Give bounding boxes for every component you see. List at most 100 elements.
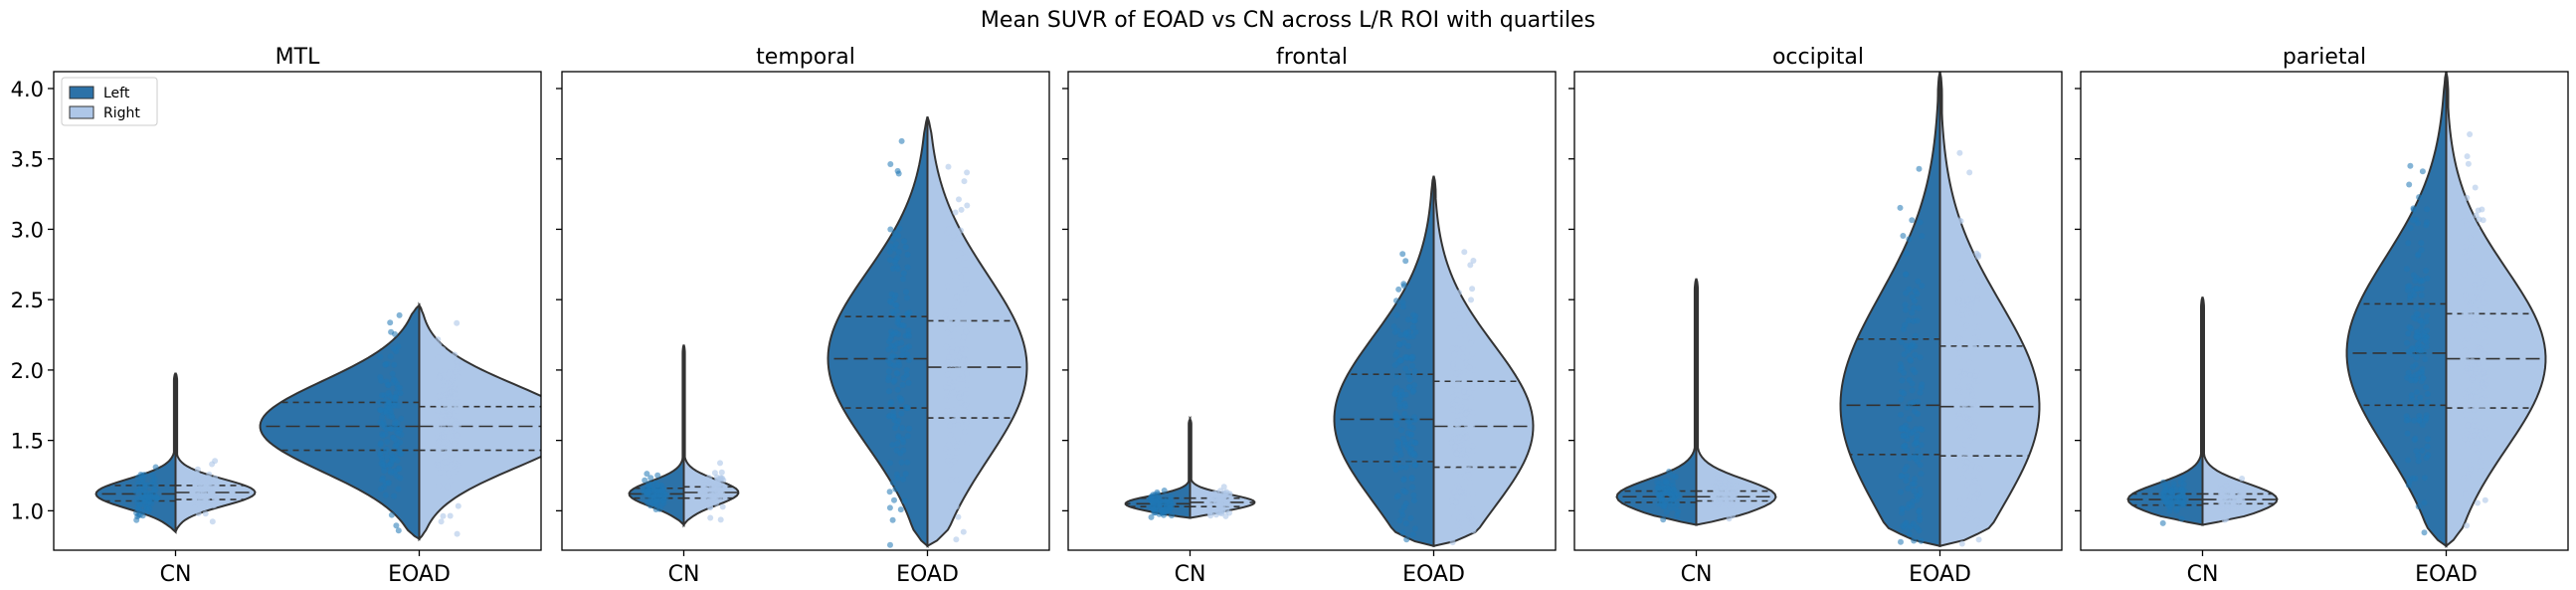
legend-label-right: Right: [103, 105, 140, 121]
data-point: [1409, 484, 1416, 491]
data-point: [904, 310, 911, 316]
data-point: [1449, 406, 1456, 413]
data-point: [392, 330, 398, 337]
data-point: [1458, 456, 1465, 463]
data-point: [1451, 514, 1457, 521]
data-point: [1222, 512, 1229, 519]
data-point: [1915, 278, 1922, 285]
data-point: [886, 489, 893, 495]
data-point: [1971, 478, 1978, 485]
data-point: [1164, 498, 1171, 505]
data-point: [1409, 388, 1416, 395]
data-point: [958, 206, 965, 213]
data-point: [953, 358, 960, 365]
data-point: [1914, 432, 1921, 439]
data-point: [2482, 272, 2488, 279]
data-point: [1407, 514, 1414, 521]
data-point: [1916, 507, 1923, 514]
data-point: [2418, 247, 2425, 254]
data-point: [210, 499, 217, 506]
data-point: [1907, 455, 1913, 462]
data-point: [892, 425, 899, 432]
data-point: [1909, 217, 1916, 224]
data-point: [2413, 310, 2420, 317]
data-point: [1456, 434, 1463, 441]
data-point: [1405, 384, 1412, 391]
data-point: [438, 371, 445, 378]
data-point: [1466, 364, 1473, 371]
data-point: [1216, 503, 1223, 510]
data-point: [2178, 515, 2185, 522]
data-point: [446, 450, 453, 457]
data-point: [1461, 399, 1468, 406]
data-point: [653, 497, 660, 504]
data-point: [1956, 280, 1963, 287]
data-point: [2483, 284, 2489, 291]
data-point: [1903, 306, 1910, 313]
data-point: [387, 353, 394, 360]
data-point: [886, 460, 893, 467]
data-point: [943, 384, 950, 391]
data-point: [1654, 479, 1661, 486]
data-point: [1663, 508, 1670, 515]
data-point: [2461, 390, 2468, 397]
data-point: [451, 490, 458, 496]
data-point: [2179, 489, 2186, 495]
data-point: [1912, 408, 1919, 415]
data-point: [1468, 519, 1475, 526]
data-point: [378, 392, 385, 399]
data-point: [1148, 513, 1155, 520]
data-point: [2470, 265, 2477, 272]
x-tick-label: EOAD: [388, 562, 451, 587]
strip-points-left-EOAD: [1897, 165, 1926, 545]
data-point: [944, 283, 951, 290]
data-point: [377, 486, 384, 492]
data-point: [953, 294, 960, 300]
data-point: [1393, 438, 1400, 445]
data-point: [381, 468, 388, 475]
data-point: [1449, 467, 1456, 474]
data-point: [707, 504, 713, 510]
data-point: [195, 509, 202, 516]
data-point: [656, 492, 663, 498]
data-point: [438, 414, 445, 421]
data-point: [2483, 319, 2489, 326]
x-tick-label: CN: [160, 562, 192, 587]
strip-points-right-EOAD: [942, 163, 971, 543]
data-point: [440, 512, 447, 519]
data-point: [952, 209, 959, 216]
data-point: [889, 516, 896, 523]
data-point: [1973, 297, 1980, 304]
data-point: [1404, 342, 1411, 349]
data-point: [448, 388, 455, 395]
data-point: [2418, 286, 2425, 293]
data-point: [451, 428, 458, 435]
data-point: [953, 536, 960, 543]
data-point: [1392, 467, 1399, 473]
data-point: [2465, 258, 2472, 265]
data-point: [2413, 448, 2420, 455]
data-point: [1973, 368, 1980, 375]
data-point: [2471, 432, 2478, 439]
data-point: [2403, 417, 2410, 424]
data-point: [1399, 511, 1406, 518]
data-point: [2421, 529, 2428, 536]
data-point: [2414, 286, 2421, 293]
data-point: [1972, 266, 1979, 273]
data-point: [2481, 299, 2487, 306]
data-point: [949, 338, 956, 345]
data-point: [887, 257, 893, 264]
data-point: [1907, 400, 1914, 407]
data-point: [2407, 225, 2414, 231]
data-point: [2422, 337, 2428, 343]
data-point: [2414, 328, 2421, 335]
x-tick-label: CN: [1175, 562, 1206, 587]
data-point: [2223, 483, 2230, 490]
data-point: [1158, 506, 1165, 513]
data-point: [890, 235, 897, 242]
x-tick-label: EOAD: [2415, 562, 2478, 587]
plot-area: [2126, 72, 2547, 548]
data-point: [449, 455, 456, 462]
data-point: [1961, 441, 1968, 448]
data-point: [2464, 194, 2471, 201]
